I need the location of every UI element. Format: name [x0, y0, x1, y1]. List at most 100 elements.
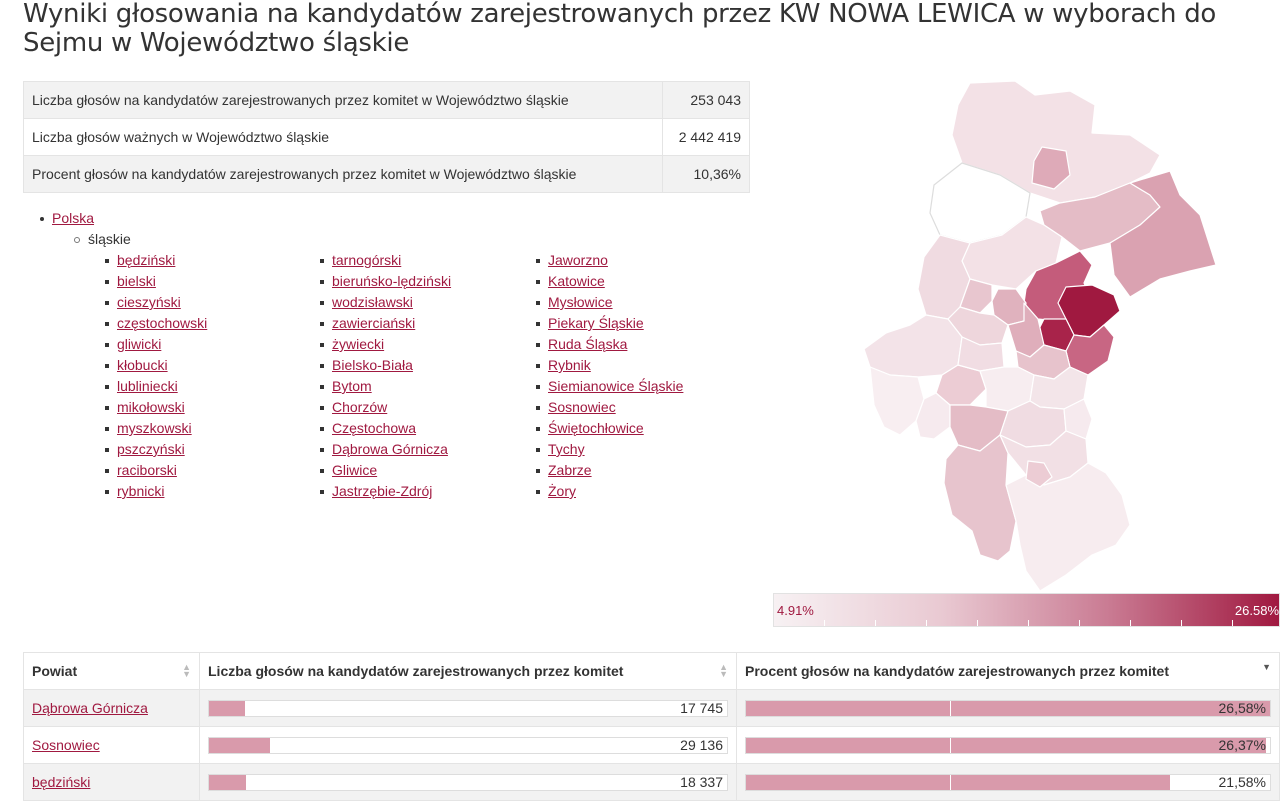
district-link[interactable]: lubliniecki — [117, 378, 178, 394]
district-link[interactable]: Żory — [548, 483, 576, 499]
legend-tick — [977, 620, 978, 626]
powiat-link[interactable]: będziński — [32, 774, 91, 790]
district-link[interactable]: Rybnik — [548, 357, 591, 373]
choropleth-map[interactable] — [830, 75, 1225, 595]
district-link[interactable]: Bytom — [332, 378, 372, 394]
district-link[interactable]: Siemianowice Śląskie — [548, 378, 684, 394]
percent-value: 26,58% — [1218, 700, 1266, 716]
square-bullet-icon — [105, 448, 109, 453]
sort-icon[interactable]: ▲ ▼ — [182, 662, 191, 679]
district-link[interactable]: Świętochłowice — [548, 420, 644, 436]
district-link[interactable]: Gliwice — [332, 462, 378, 478]
district-link[interactable]: częstochowski — [117, 315, 208, 331]
powiat-link[interactable]: Dąbrowa Górnicza — [32, 700, 148, 716]
square-bullet-icon — [320, 343, 324, 348]
legend-tick — [1181, 620, 1182, 626]
district-link[interactable]: cieszyński — [117, 294, 181, 310]
percent-bar-marker — [950, 775, 952, 790]
district-link[interactable]: bielski — [117, 273, 156, 289]
district-item: kłobucki — [105, 355, 325, 376]
district-link[interactable]: tarnogórski — [332, 252, 402, 268]
district-link[interactable]: Częstochowa — [332, 420, 417, 436]
percent-cell: 21,58% — [736, 763, 1280, 801]
column-header-votes[interactable]: Liczba głosów na kandydatów zarejestrowa… — [199, 652, 737, 690]
summary-label: Liczba głosów na kandydatów zarejestrowa… — [23, 81, 663, 119]
tree-region: śląskie — [40, 229, 131, 250]
powiat-link[interactable]: Sosnowiec — [32, 737, 100, 753]
district-link[interactable]: Tychy — [548, 441, 585, 457]
district-link[interactable]: Piekary Śląskie — [548, 315, 644, 331]
percent-bar-marker — [950, 738, 952, 753]
district-item: gliwicki — [105, 334, 325, 355]
square-bullet-icon — [105, 343, 109, 348]
district-column: tarnogórski bieruńsko-lędziński wodzisławs… — [320, 250, 540, 502]
district-link[interactable]: gliwicki — [117, 336, 162, 352]
sort-desc-icon[interactable]: ▼ — [1262, 662, 1271, 672]
votes-bar-fill — [209, 738, 270, 753]
summary-value: 253 043 — [662, 81, 750, 119]
circle-bullet-icon — [74, 237, 80, 244]
summary-label: Liczba głosów ważnych w Województwo śląs… — [23, 118, 663, 156]
percent-bar-marker — [950, 701, 952, 716]
legend-tick — [824, 620, 825, 626]
district-item: Mysłowice — [536, 292, 756, 313]
legend-tick — [1079, 620, 1080, 626]
district-link[interactable]: Mysłowice — [548, 294, 613, 310]
map-region — [1063, 398, 1093, 440]
district-link[interactable]: Bielsko-Biała — [332, 357, 413, 373]
district-link[interactable]: kłobucki — [117, 357, 168, 373]
district-link[interactable]: raciborski — [117, 462, 177, 478]
square-bullet-icon — [536, 490, 540, 495]
district-link[interactable]: rybnicki — [117, 483, 165, 499]
percent-bar-fill — [746, 701, 1270, 716]
district-item: żywiecki — [320, 334, 540, 355]
district-item: częstochowski — [105, 313, 325, 334]
square-bullet-icon — [320, 280, 324, 285]
summary-table: Liczba głosów na kandydatów zarejestrowa… — [23, 81, 750, 193]
square-bullet-icon — [320, 259, 324, 264]
votes-bar: 18 337 — [208, 774, 728, 791]
district-link[interactable]: zawierciański — [332, 315, 416, 331]
district-item: rybnicki — [105, 481, 325, 502]
square-bullet-icon — [536, 280, 540, 285]
percent-bar: 26,37% — [745, 737, 1271, 754]
votes-bar-fill — [209, 701, 245, 716]
table-row: Dąbrowa Górnicza 17 745 26,58% — [23, 689, 1280, 727]
district-link[interactable]: Ruda Śląska — [548, 336, 628, 352]
map-region — [869, 366, 925, 436]
percent-value: 26,37% — [1218, 737, 1266, 753]
district-link[interactable]: będziński — [117, 252, 176, 268]
district-link[interactable]: pszczyński — [117, 441, 185, 457]
district-link[interactable]: Katowice — [548, 273, 605, 289]
district-item: Żory — [536, 481, 756, 502]
square-bullet-icon — [536, 301, 540, 306]
link-polska[interactable]: Polska — [52, 210, 95, 226]
district-link[interactable]: Jastrzębie-Zdrój — [332, 483, 433, 499]
district-link[interactable]: Jaworzno — [548, 252, 608, 268]
district-link[interactable]: żywiecki — [332, 336, 385, 352]
votes-bar-fill — [209, 775, 246, 790]
district-link[interactable]: myszkowski — [117, 420, 192, 436]
square-bullet-icon — [105, 490, 109, 495]
district-item: Rybnik — [536, 355, 756, 376]
sort-icon[interactable]: ▲ ▼ — [719, 662, 728, 679]
column-header-label: Powiat — [32, 663, 78, 679]
map-region — [943, 434, 1017, 562]
district-item: Tychy — [536, 439, 756, 460]
column-header-powiat[interactable]: Powiat ▲ ▼ — [23, 652, 200, 690]
district-link[interactable]: mikołowski — [117, 399, 185, 415]
district-link[interactable]: wodzisławski — [332, 294, 413, 310]
district-link[interactable]: Dąbrowa Górnicza — [332, 441, 448, 457]
square-bullet-icon — [105, 259, 109, 264]
square-bullet-icon — [320, 490, 324, 495]
district-link[interactable]: Sosnowiec — [548, 399, 616, 415]
column-header-percent[interactable]: Procent głosów na kandydatów zarejestrow… — [736, 652, 1280, 690]
district-link[interactable]: bieruńsko-lędziński — [332, 273, 452, 289]
district-link[interactable]: Zabrze — [548, 462, 592, 478]
district-column: Jaworzno Katowice Mysłowice Piekary Śląskie… — [536, 250, 756, 502]
district-link[interactable]: Chorzów — [332, 399, 388, 415]
table-row: Sosnowiec 29 136 26,37% — [23, 726, 1280, 764]
column-header-label: Liczba głosów na kandydatów zarejestrowa… — [208, 663, 624, 679]
district-item: Bytom — [320, 376, 540, 397]
district-item: mikołowski — [105, 397, 325, 418]
